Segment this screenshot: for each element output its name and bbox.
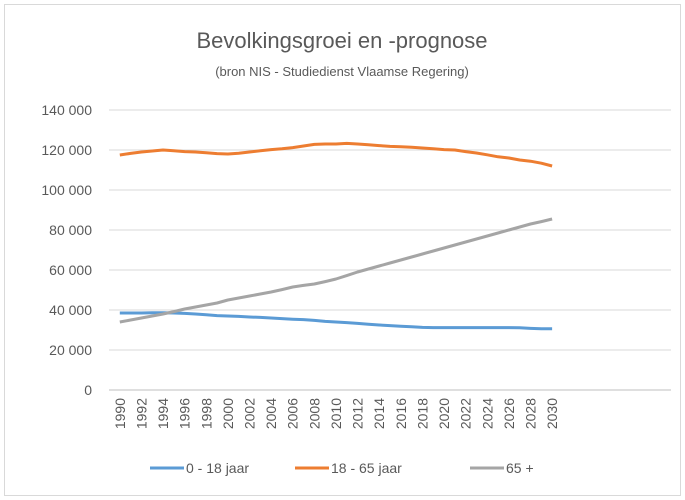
legend-label: 18 - 65 jaar — [331, 460, 402, 476]
y-tick-label: 0 — [84, 382, 92, 398]
y-tick-label: 120 000 — [41, 142, 92, 158]
chart-subtitle: (bron NIS - Studiedienst Vlaamse Regerin… — [215, 64, 469, 79]
x-tick-label: 1994 — [155, 398, 171, 429]
x-tick-label: 1998 — [198, 398, 214, 429]
x-tick-label: 2012 — [350, 398, 366, 429]
y-tick-label: 20 000 — [49, 342, 92, 358]
chart-frame — [4, 4, 681, 496]
x-tick-label: 2026 — [501, 398, 517, 429]
y-tick-label: 80 000 — [49, 222, 92, 238]
x-tick-label: 1990 — [112, 398, 128, 429]
x-tick-label: 2016 — [393, 398, 409, 429]
x-tick-label: 2030 — [544, 398, 560, 429]
y-tick-label: 40 000 — [49, 302, 92, 318]
x-tick-label: 1996 — [177, 398, 193, 429]
x-tick-label: 2022 — [458, 398, 474, 429]
x-tick-label: 2028 — [523, 398, 539, 429]
x-tick-label: 2000 — [220, 398, 236, 429]
y-tick-label: 140 000 — [41, 102, 92, 118]
y-tick-label: 100 000 — [41, 182, 92, 198]
x-tick-label: 2004 — [263, 398, 279, 429]
x-tick-label: 2002 — [242, 398, 258, 429]
x-tick-label: 2010 — [328, 398, 344, 429]
x-tick-label: 2006 — [285, 398, 301, 429]
legend-label: 0 - 18 jaar — [186, 460, 249, 476]
series-line — [119, 311, 553, 331]
series-line — [119, 217, 553, 324]
x-tick-label: 2018 — [414, 398, 430, 429]
series-line — [119, 141, 553, 168]
x-tick-label: 2008 — [306, 398, 322, 429]
legend-label: 65 + — [506, 460, 534, 476]
x-tick-label: 2024 — [479, 398, 495, 429]
y-tick-label: 60 000 — [49, 262, 92, 278]
x-tick-label: 1992 — [133, 398, 149, 429]
x-tick-label: 2014 — [371, 398, 387, 429]
x-tick-label: 2020 — [436, 398, 452, 429]
chart-title: Bevolkingsgroei en -prognose — [196, 28, 487, 53]
